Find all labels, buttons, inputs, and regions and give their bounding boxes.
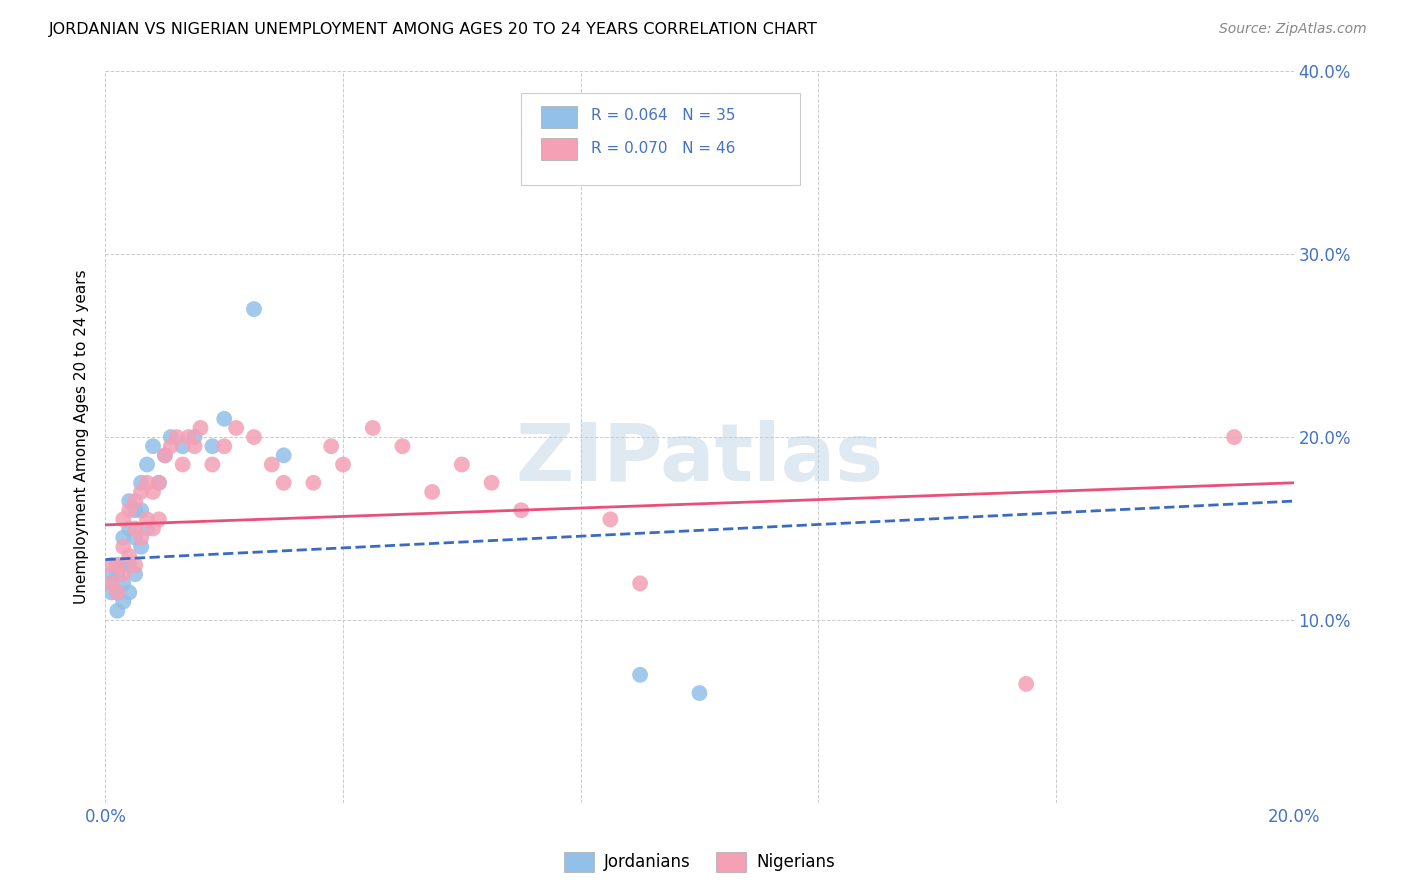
Point (105, 567, 128, 582)
FancyBboxPatch shape (541, 106, 576, 128)
Point (273, 475, 295, 490)
Point (124, 558, 146, 573)
Point (100, 558, 122, 573)
Text: R = 0.064   N = 35: R = 0.064 N = 35 (592, 109, 735, 123)
Point (148, 475, 170, 490)
Point (105, 604, 128, 618)
Point (112, 576, 135, 591)
Y-axis label: Unemployment Among Ages 20 to 24 years: Unemployment Among Ages 20 to 24 years (75, 269, 90, 605)
Point (129, 485, 152, 500)
Point (112, 594, 135, 608)
Point (172, 458, 194, 472)
Text: JORDANIAN VS NIGERIAN UNEMPLOYMENT AMONG AGES 20 TO 24 YEARS CORRELATION CHART: JORDANIAN VS NIGERIAN UNEMPLOYMENT AMONG… (49, 22, 818, 37)
Point (689, 686, 711, 700)
Point (105, 558, 128, 573)
Point (129, 475, 152, 490)
Point (166, 430, 188, 444)
Point (177, 430, 200, 444)
Point (142, 485, 165, 500)
Point (142, 521, 165, 535)
Point (118, 494, 141, 508)
Point (159, 430, 181, 444)
Point (112, 567, 135, 582)
Point (599, 512, 621, 526)
Point (100, 585, 122, 599)
Point (124, 494, 146, 508)
Point (136, 475, 159, 490)
Point (105, 585, 128, 599)
Point (148, 475, 170, 490)
Point (481, 475, 503, 490)
Point (1015, 677, 1038, 691)
Point (105, 585, 128, 599)
Point (1223, 430, 1246, 444)
Point (136, 521, 159, 535)
Point (190, 421, 212, 435)
Point (183, 430, 205, 444)
Legend: Jordanians, Nigerians: Jordanians, Nigerians (558, 845, 841, 879)
Point (129, 540, 152, 554)
Point (112, 531, 135, 545)
Point (172, 439, 194, 453)
Point (243, 430, 266, 444)
Point (118, 558, 141, 573)
Point (214, 439, 236, 453)
Point (302, 475, 325, 490)
Point (201, 458, 224, 472)
Point (243, 301, 266, 317)
Point (153, 449, 176, 463)
Point (136, 458, 159, 472)
Point (361, 421, 384, 435)
Point (391, 439, 413, 453)
Point (225, 421, 247, 435)
Point (124, 503, 146, 517)
Point (129, 503, 152, 517)
Point (100, 576, 122, 591)
Text: ZIPatlas: ZIPatlas (516, 420, 883, 498)
Point (273, 449, 295, 463)
Point (332, 458, 354, 472)
Point (118, 585, 141, 599)
Point (118, 549, 141, 563)
Point (450, 458, 472, 472)
Point (183, 439, 205, 453)
Point (118, 521, 141, 535)
Point (129, 531, 152, 545)
Point (201, 439, 224, 453)
Point (510, 503, 533, 517)
Point (153, 449, 176, 463)
FancyBboxPatch shape (522, 94, 800, 185)
Point (260, 458, 283, 472)
Point (159, 439, 181, 453)
Point (112, 512, 135, 526)
Point (136, 512, 159, 526)
Point (118, 503, 141, 517)
Point (321, 439, 343, 453)
Point (148, 512, 170, 526)
FancyBboxPatch shape (541, 138, 576, 160)
Point (142, 439, 165, 453)
Point (112, 540, 135, 554)
Point (124, 521, 146, 535)
Point (100, 567, 122, 582)
Point (628, 576, 651, 591)
Point (100, 576, 122, 591)
Point (628, 667, 651, 681)
Point (105, 558, 128, 573)
Point (214, 412, 236, 426)
Point (124, 567, 146, 582)
Text: R = 0.070   N = 46: R = 0.070 N = 46 (592, 141, 735, 156)
Text: Source: ZipAtlas.com: Source: ZipAtlas.com (1219, 22, 1367, 37)
Point (112, 558, 135, 573)
Point (420, 485, 443, 500)
Point (124, 531, 146, 545)
